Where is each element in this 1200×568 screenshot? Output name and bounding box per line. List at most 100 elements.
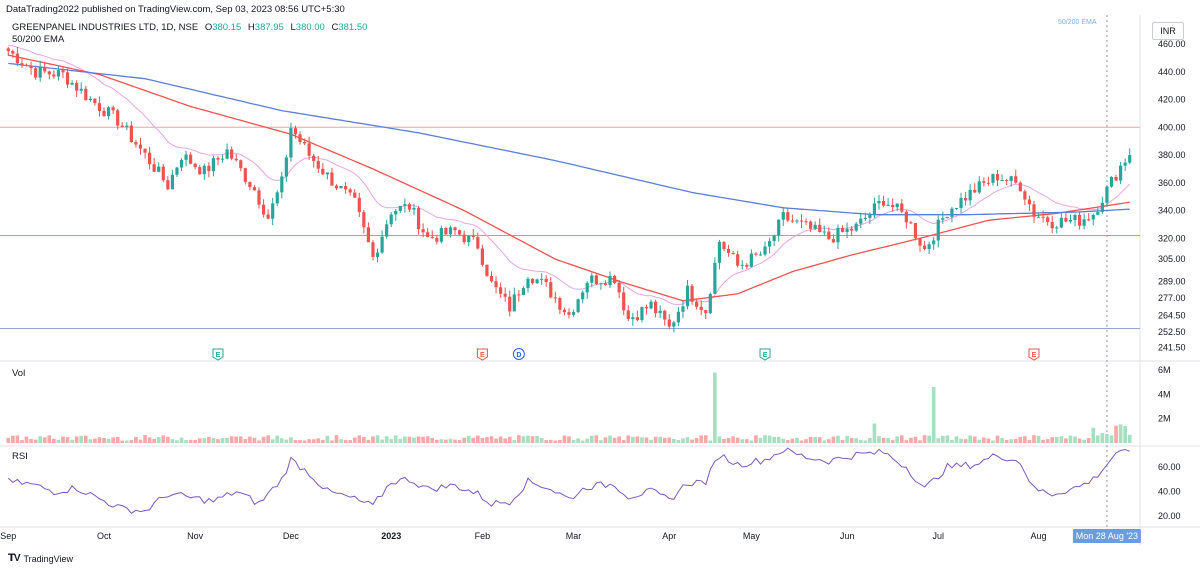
volume-bar	[713, 372, 717, 443]
volume-bar	[307, 439, 311, 443]
volume-bar	[931, 387, 936, 443]
candle-body	[476, 236, 480, 249]
candle-body	[125, 125, 129, 127]
candle-body	[968, 189, 972, 201]
footer-brand[interactable]: TradingView	[23, 553, 74, 564]
volume-bar	[476, 435, 480, 443]
candle-body	[6, 48, 10, 52]
volume-bar	[498, 436, 503, 443]
currency-button[interactable]: INR	[1152, 22, 1184, 40]
candle-body	[93, 98, 97, 104]
volume-bar	[1077, 438, 1082, 443]
volume-bar	[421, 436, 425, 443]
candle-body	[562, 309, 567, 313]
event-marker-label: E	[216, 352, 221, 359]
volume-bar	[808, 436, 813, 443]
candle-body	[695, 301, 699, 307]
candle-body	[571, 312, 576, 315]
candle-body	[398, 205, 402, 211]
volume-bar	[936, 438, 941, 443]
candle-body	[640, 306, 644, 321]
volume-bar	[986, 438, 991, 443]
candle-body	[202, 165, 206, 175]
candle-body	[685, 285, 690, 307]
candle-body	[457, 230, 462, 235]
candle-body	[1068, 219, 1073, 222]
x-tick-label: Feb	[475, 531, 491, 541]
candle-body	[56, 70, 61, 77]
candle-body	[754, 253, 758, 255]
candle-body	[1014, 176, 1018, 183]
volume-bar	[471, 437, 476, 443]
candle-body	[412, 208, 416, 210]
candle-body	[877, 200, 881, 204]
candle-body	[891, 204, 895, 208]
volume-bar	[83, 435, 88, 443]
candle-body	[540, 278, 544, 280]
volume-bar	[120, 440, 125, 443]
open-value: 380.15	[212, 22, 242, 33]
volume-bar	[1118, 424, 1123, 443]
candle-body	[945, 217, 949, 219]
volume-bar	[1000, 438, 1004, 443]
candle-body	[1119, 165, 1123, 181]
volume-bar	[1009, 439, 1014, 443]
volume-bar	[840, 440, 845, 443]
candle-body	[284, 157, 288, 177]
volume-bar	[138, 439, 143, 443]
volume-bar	[348, 440, 353, 443]
candle-body	[599, 283, 603, 285]
price-tick-label: 400.00	[1158, 122, 1186, 132]
candle-body	[38, 66, 42, 78]
candle-body	[995, 174, 1000, 181]
candle-body	[216, 158, 220, 160]
candle-body	[444, 228, 448, 235]
volume-bar	[33, 439, 38, 443]
volume-bar	[503, 438, 508, 443]
price-tick-label: 277.00	[1158, 293, 1186, 303]
volume-bar	[425, 436, 430, 443]
candle-body	[426, 232, 430, 238]
candle-body	[348, 189, 352, 193]
crosshair-date-box	[1072, 529, 1141, 543]
volume-bar	[1105, 433, 1109, 443]
volume-bar	[959, 438, 963, 443]
price-tick-label: 380.00	[1158, 150, 1186, 160]
candle-body	[225, 149, 229, 159]
volume-bar	[945, 435, 950, 443]
candle-body	[663, 310, 667, 320]
candle-body	[1105, 186, 1109, 203]
volume-bar	[658, 436, 662, 443]
rsi-pane-label: RSI	[12, 451, 28, 462]
ema-indicator-label[interactable]: 50/200 EMA	[12, 34, 65, 45]
volume-bar	[88, 439, 93, 443]
candle-body	[280, 176, 284, 193]
volume-bar	[111, 437, 115, 443]
candle-body	[1041, 216, 1045, 218]
candle-body	[184, 154, 188, 160]
candle-body	[749, 253, 753, 267]
candle-body	[275, 192, 279, 204]
event-marker-label: D	[516, 352, 521, 359]
earnings-marker-icon	[212, 348, 224, 361]
volume-bar	[462, 437, 466, 443]
volume-bar	[899, 435, 904, 443]
candle-body	[1114, 176, 1118, 181]
volume-bar	[863, 440, 868, 443]
volume-bar	[412, 437, 416, 443]
volume-bar	[877, 436, 881, 443]
volume-bar	[444, 439, 448, 443]
volume-bar	[93, 438, 97, 443]
volume-bar	[106, 438, 111, 443]
volume-bar	[740, 439, 745, 443]
earnings-marker-icon	[759, 348, 771, 361]
volume-bar	[612, 437, 617, 443]
candle-body	[932, 240, 936, 245]
volume-bar	[589, 435, 594, 443]
volume-bar	[799, 440, 804, 443]
volume-bar	[24, 436, 29, 443]
candle-body	[239, 160, 243, 169]
volume-bar	[758, 437, 763, 443]
volume-bar	[448, 438, 453, 443]
